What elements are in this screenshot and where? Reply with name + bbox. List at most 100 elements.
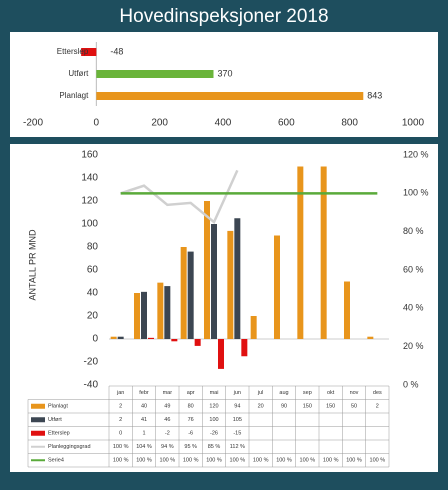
bar (227, 230, 234, 339)
x-tick-label: 600 (278, 118, 295, 129)
table-cell: 2 (119, 417, 122, 423)
bar (320, 166, 327, 339)
y-tick-label: 40 (87, 288, 99, 299)
table-cell: 100 % (136, 458, 152, 464)
x-tick-label: jul (257, 390, 264, 396)
bar (297, 166, 304, 339)
table-cell: 49 (164, 404, 170, 410)
table-cell: 100 % (230, 458, 246, 464)
x-tick-label: aug (279, 390, 288, 396)
table-cell: -15 (233, 431, 241, 437)
bar (96, 92, 364, 100)
table-cell: 100 % (183, 458, 199, 464)
bar (274, 235, 280, 339)
bar (134, 293, 140, 339)
y-tick-label: 140 (81, 173, 98, 184)
table-cell: 76 (188, 417, 194, 423)
table-cell: 0 (119, 431, 122, 437)
y2-tick-label: 20 % (403, 341, 424, 351)
x-tick-label: 400 (215, 118, 232, 129)
legend-swatch (31, 417, 45, 423)
y-tick-label: -20 (84, 357, 99, 368)
legend-label: Serie4 (48, 458, 64, 464)
x-tick-label: nov (350, 390, 359, 396)
bar (141, 291, 147, 339)
bar (204, 201, 210, 339)
table-cell: 100 % (160, 458, 176, 464)
x-tick-label: 0 (94, 118, 100, 129)
x-tick-label: okt (327, 390, 335, 396)
table-cell: 85 % (208, 444, 221, 450)
bar (218, 339, 224, 369)
table-cell: 100 % (300, 458, 316, 464)
bar (241, 339, 248, 357)
table-cell: 100 % (370, 458, 386, 464)
category-label: Utført (68, 69, 89, 78)
table-cell: 100 % (253, 458, 269, 464)
table-cell: 120 (209, 404, 218, 410)
y-tick-label: 60 (87, 265, 99, 276)
table-cell: 90 (281, 404, 287, 410)
y-tick-label: -40 (84, 380, 99, 391)
table-cell: 105 (233, 417, 242, 423)
x-tick-label: mar (163, 390, 173, 396)
y-tick-label: 120 (81, 196, 98, 207)
bar (367, 336, 374, 339)
category-label: Etterslep (57, 47, 89, 56)
y2-tick-label: 0 % (403, 379, 419, 389)
page-title: Hovedinspeksjoner 2018 (119, 6, 328, 27)
y2-tick-label: 60 % (403, 264, 424, 274)
table-cell: 104 % (136, 444, 152, 450)
table-cell: 100 % (206, 458, 222, 464)
legend-swatch (31, 403, 45, 409)
table-cell: 20 (258, 404, 264, 410)
x-tick-label: 1000 (402, 118, 425, 129)
table-cell: 80 (188, 404, 194, 410)
table-cell: 100 (209, 417, 218, 423)
bar (250, 316, 257, 339)
bar (117, 336, 124, 339)
table-cell: 46 (164, 417, 170, 423)
x-tick-label: -200 (23, 118, 43, 129)
x-tick-label: jun (233, 390, 241, 396)
x-tick-label: 800 (341, 118, 358, 129)
bar (344, 281, 350, 339)
bar (234, 218, 241, 339)
table-cell: -2 (165, 431, 170, 437)
table-cell: 41 (141, 417, 147, 423)
bar (194, 339, 201, 346)
legend-label: Planleggingsgrad (48, 444, 91, 450)
bar (180, 247, 187, 339)
table-cell: 100 % (346, 458, 362, 464)
x-tick-label: sep (303, 390, 312, 396)
y2-tick-label: 120 % (403, 149, 429, 159)
table-cell: 112 % (230, 444, 245, 450)
table-cell: 100 % (113, 458, 129, 464)
bar (187, 251, 194, 339)
table-cell: 50 (351, 404, 357, 410)
y2-tick-label: 100 % (403, 188, 429, 198)
x-tick-label: jan (116, 390, 124, 396)
x-tick-label: febr (139, 390, 149, 396)
y-tick-label: 20 (87, 311, 99, 322)
bar (164, 286, 171, 339)
line (120, 169, 239, 225)
table-cell: 95 % (184, 444, 197, 450)
table-cell: 2 (119, 404, 122, 410)
bar (171, 339, 178, 342)
x-tick-label: apr (187, 390, 195, 396)
table-cell: 150 (326, 404, 335, 410)
y-tick-label: 160 (81, 150, 98, 161)
bar (96, 70, 214, 78)
y-tick-label: 100 (81, 219, 98, 230)
table-cell: -6 (188, 431, 193, 437)
legend-label: Planlagt (48, 404, 68, 410)
table-cell: 94 (234, 404, 240, 410)
bar (148, 337, 154, 339)
y2-tick-label: 40 % (403, 303, 424, 313)
y-tick-label: 0 (92, 334, 98, 345)
table-cell: 40 (141, 404, 147, 410)
x-tick-label: des (373, 390, 382, 396)
